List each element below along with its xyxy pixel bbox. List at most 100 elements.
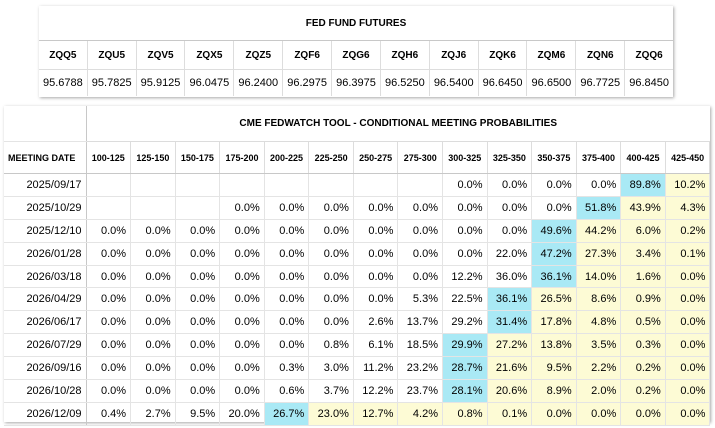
probability-cell: 0.0% bbox=[86, 333, 132, 358]
futures-price: 96.6500 bbox=[526, 69, 577, 96]
probability-cell: 0.6% bbox=[264, 379, 310, 403]
probability-cell: 2.6% bbox=[353, 310, 399, 335]
rate-range-header: 275-300 bbox=[397, 141, 443, 174]
probability-cell: 0.0% bbox=[308, 242, 354, 266]
probability-cell: 0.0% bbox=[487, 173, 533, 197]
meeting-date: 2026/06/17 bbox=[4, 310, 87, 335]
probability-cell: 0.0% bbox=[665, 379, 711, 403]
rate-range-header: 175-200 bbox=[219, 141, 265, 174]
probability-cell: 0.0% bbox=[175, 265, 221, 289]
probability-cell: 0.8% bbox=[308, 333, 354, 358]
probability-cell: 12.2% bbox=[442, 265, 488, 289]
probability-cell: 0.0% bbox=[219, 310, 265, 335]
probability-cell: 11.2% bbox=[353, 356, 399, 381]
meeting-date: 2025/12/10 bbox=[4, 219, 87, 243]
probability-cell: 0.0% bbox=[175, 287, 221, 312]
probability-cell: 44.2% bbox=[576, 219, 622, 243]
futures-price: 96.6450 bbox=[478, 69, 528, 96]
futures-contract-code: ZQN6 bbox=[575, 40, 626, 70]
futures-price: 95.6788 bbox=[39, 69, 88, 96]
probability-cell: 0.0% bbox=[353, 265, 399, 289]
probability-cell: 0.0% bbox=[130, 310, 176, 335]
probability-cell: 0.0% bbox=[86, 265, 132, 289]
probability-cell bbox=[264, 173, 310, 197]
probability-cell: 0.0% bbox=[86, 219, 132, 243]
probability-cell: 89.8% bbox=[620, 173, 666, 197]
fedwatch-corner bbox=[4, 106, 87, 142]
probability-cell: 2.0% bbox=[576, 379, 622, 403]
probability-cell: 20.6% bbox=[487, 379, 533, 403]
probability-cell: 0.0% bbox=[665, 333, 711, 358]
probability-cell: 0.0% bbox=[130, 333, 176, 358]
probability-cell: 23.7% bbox=[397, 379, 443, 403]
probability-cell: 0.0% bbox=[620, 402, 666, 426]
fedwatch-body: 2025/09/17 0.0% 0.0% 0.0% 0.0% 89.8% 10.2% 2025… bbox=[4, 173, 711, 426]
probability-cell: 3.0% bbox=[308, 356, 354, 381]
probability-cell: 0.0% bbox=[397, 196, 443, 220]
probability-cell: 22.5% bbox=[442, 287, 488, 312]
probability-cell: 0.0% bbox=[86, 310, 132, 335]
probability-cell: 13.7% bbox=[397, 310, 443, 335]
probability-cell: 0.0% bbox=[665, 402, 711, 426]
probability-cell: 3.5% bbox=[576, 333, 622, 358]
futures-contract-code: ZQU5 bbox=[87, 40, 137, 70]
futures-contract-code: ZQF6 bbox=[282, 40, 333, 70]
probability-cell: 0.0% bbox=[86, 379, 132, 403]
fedwatch-table: CME FEDWATCH TOOL - CONDITIONAL MEETING … bbox=[4, 106, 711, 426]
probability-cell: 27.2% bbox=[487, 333, 533, 358]
probability-cell: 4.2% bbox=[397, 402, 443, 426]
probability-cell: 36.0% bbox=[487, 265, 533, 289]
probability-cell: 0.0% bbox=[130, 219, 176, 243]
probability-cell: 4.8% bbox=[576, 310, 622, 335]
rate-range-header: 200-225 bbox=[264, 141, 310, 174]
probability-cell: 2.2% bbox=[576, 356, 622, 381]
probability-cell: 0.0% bbox=[219, 287, 265, 312]
probability-cell: 17.8% bbox=[531, 310, 577, 335]
meeting-date: 2025/09/17 bbox=[4, 173, 87, 197]
probability-cell: 23.2% bbox=[397, 356, 443, 381]
meeting-row: 2026/12/09 0.4% 2.7% 9.5% 20.0% 26.7% 23.0% 12.… bbox=[4, 402, 711, 426]
futures-contract-code: ZQQ6 bbox=[624, 40, 673, 70]
probability-cell: 28.1% bbox=[442, 379, 488, 403]
probability-cell: 0.0% bbox=[487, 196, 533, 220]
probability-cell: 0.0% bbox=[86, 242, 132, 266]
rate-range-header: 425-450 bbox=[665, 141, 711, 174]
probability-cell: 29.2% bbox=[442, 310, 488, 335]
futures-contract-code: ZQV5 bbox=[136, 40, 186, 70]
rate-range-header: 375-400 bbox=[576, 141, 622, 174]
probability-cell: 8.9% bbox=[531, 379, 577, 403]
rate-range-header: 300-325 bbox=[442, 141, 488, 174]
probability-cell: 0.5% bbox=[620, 310, 666, 335]
probability-cell: 28.7% bbox=[442, 356, 488, 381]
probability-cell: 51.8% bbox=[576, 196, 622, 220]
probability-cell: 21.6% bbox=[487, 356, 533, 381]
probability-cell: 0.0% bbox=[264, 333, 310, 358]
probability-cell bbox=[175, 173, 221, 197]
probability-cell: 10.2% bbox=[665, 173, 711, 197]
probability-cell bbox=[86, 173, 132, 197]
meeting-date: 2026/10/28 bbox=[4, 379, 87, 403]
probability-cell: 0.1% bbox=[487, 402, 533, 426]
meeting-row: 2026/07/29 0.0% 0.0% 0.0% 0.0% 0.0% 0.8% 6.1% 18… bbox=[4, 333, 711, 358]
probability-cell: 0.0% bbox=[487, 219, 533, 243]
probability-cell: 0.0% bbox=[397, 219, 443, 243]
probability-cell: 4.3% bbox=[665, 196, 711, 220]
fedwatch-panel: CME FEDWATCH TOOL - CONDITIONAL MEETING … bbox=[4, 106, 711, 426]
probability-cell: 0.0% bbox=[130, 242, 176, 266]
probability-cell: 0.0% bbox=[86, 356, 132, 381]
probability-cell: 0.0% bbox=[175, 219, 221, 243]
probability-cell: 47.2% bbox=[531, 242, 577, 266]
probability-cell: 1.6% bbox=[620, 265, 666, 289]
futures-price-row: 95.6788 95.7825 95.9125 96.0475 96.2400 96.29… bbox=[39, 69, 673, 96]
probability-cell: 3.4% bbox=[620, 242, 666, 266]
probability-cell: 0.0% bbox=[665, 287, 711, 312]
probability-cell: 9.5% bbox=[175, 402, 221, 426]
probability-cell: 36.1% bbox=[531, 265, 577, 289]
probability-cell: 0.0% bbox=[397, 242, 443, 266]
rate-range-header: 325-350 bbox=[487, 141, 533, 174]
probability-cell: 2.7% bbox=[130, 402, 176, 426]
probability-cell: 0.9% bbox=[620, 287, 666, 312]
probability-cell: 13.8% bbox=[531, 333, 577, 358]
meeting-date: 2026/07/29 bbox=[4, 333, 87, 358]
probability-cell: 0.0% bbox=[442, 173, 488, 197]
